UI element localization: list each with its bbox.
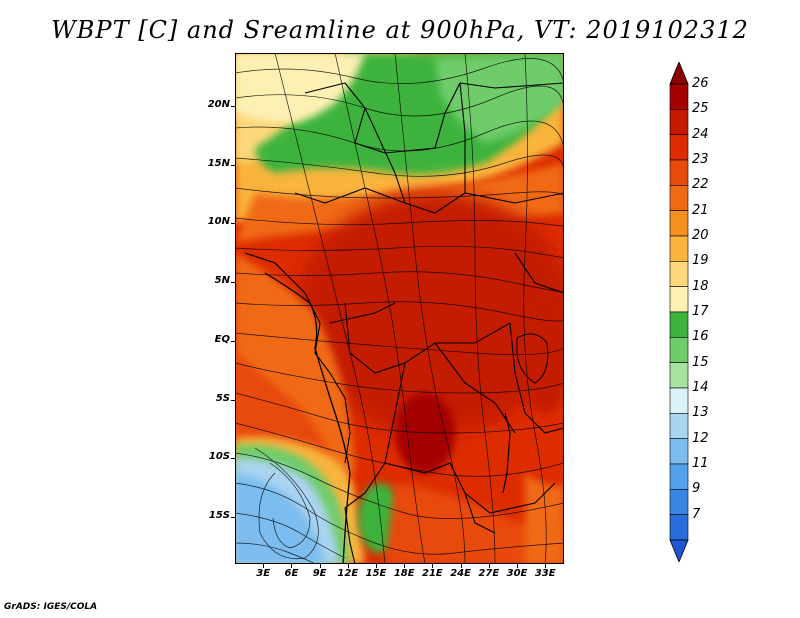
colorbar-top-arrow: [669, 62, 689, 85]
lat-tick: [231, 517, 235, 518]
lat-tick: [231, 223, 235, 225]
colorbar-label: 17: [692, 304, 709, 319]
lat-label: EQ: [214, 333, 230, 345]
colorbar-swatch: [669, 83, 689, 110]
lat-tick: [231, 458, 235, 460]
colorbar-swatch: [669, 387, 689, 414]
lat-label: 10N: [207, 216, 230, 228]
colorbar-swatch: [669, 185, 689, 211]
colorbar-swatch: [669, 235, 689, 262]
lon-label: 15E: [365, 568, 387, 579]
colorbar-swatch: [669, 159, 689, 186]
lon-label: 6E: [284, 568, 299, 579]
colorbar-label: 7: [692, 506, 701, 522]
lon-tick: [291, 564, 293, 568]
lat-tick: [231, 340, 235, 342]
colorbar-label: 25: [692, 101, 709, 117]
lat-label: 5S: [215, 392, 230, 404]
colorbar-label: 19: [692, 253, 709, 269]
lat-tick: [231, 105, 235, 107]
lon-label: 33E: [534, 568, 556, 579]
lake: [516, 333, 549, 384]
colorbar-swatch: [669, 489, 689, 515]
colorbar-swatch: [669, 438, 689, 465]
colorbar-label: 23: [692, 152, 709, 167]
lat-label: 5N: [214, 275, 230, 287]
chart-title: WBPT [C] and Sreamline at 900hPa, VT: 20…: [51, 16, 749, 44]
colorbar-label: 20: [692, 228, 709, 243]
colorbar-label: 18: [692, 278, 709, 294]
colorbar-label: 14: [692, 380, 709, 395]
colorbar-label: 9: [692, 481, 701, 497]
lat-label: 15S: [208, 510, 230, 521]
lat-label: 10S: [208, 451, 230, 463]
lon-tick: [263, 564, 265, 568]
lat-tick: [231, 399, 235, 401]
colorbar-label: 12: [692, 430, 709, 446]
colorbar-label: 26: [692, 76, 709, 91]
lat-label: 15N: [207, 157, 230, 169]
lon-tick: [347, 564, 349, 568]
colorbar-swatch: [669, 109, 689, 135]
lon-label: 12E: [337, 568, 359, 579]
colorbar-label: 21: [692, 202, 709, 218]
lon-tick: [432, 564, 434, 568]
footer-credit: GrADS: IGES/COLA: [4, 602, 98, 612]
colorbar: [669, 62, 689, 562]
lon-tick: [376, 564, 377, 568]
colorbar-swatch: [669, 362, 689, 389]
lon-label: 24E: [450, 568, 471, 579]
map-frame: [235, 53, 564, 564]
colorbar-label: 13: [692, 405, 709, 421]
lat-tick: [231, 164, 235, 166]
colorbar-label: 15: [692, 354, 709, 370]
lon-tick: [488, 564, 490, 568]
colorbar-label: 22: [692, 177, 709, 193]
lon-label: 27E: [478, 568, 500, 579]
wbpt-map: [235, 53, 564, 564]
colorbar-label: 24: [692, 126, 709, 142]
lat-tick: [231, 282, 235, 284]
streamlines: [235, 53, 564, 564]
colorbar-swatch: [669, 463, 689, 490]
colorbar-label: 16: [692, 329, 709, 345]
colorbar-label: 11: [692, 456, 709, 471]
colorbar-swatch: [669, 514, 689, 541]
colorbar-swatch: [669, 337, 689, 363]
lon-tick: [545, 564, 547, 568]
coastline: [264, 272, 351, 564]
colorbar-swatch: [669, 413, 689, 439]
colorbar-swatch: [669, 286, 689, 313]
temperature-field: [235, 53, 564, 564]
lake: [502, 412, 511, 494]
colorbar-swatch: [669, 134, 689, 161]
colorbar-swatch: [669, 311, 689, 338]
lat-label: 20N: [207, 98, 230, 110]
colorbar-swatch: [669, 261, 689, 287]
lon-label: 3E: [256, 568, 271, 579]
colorbar-bottom-arrow: [669, 539, 689, 562]
lon-tick: [517, 564, 518, 568]
country-borders: [244, 82, 564, 564]
lon-label: 18E: [393, 568, 415, 579]
lon-label: 9E: [312, 568, 327, 579]
lon-tick: [404, 564, 406, 568]
lon-tick: [319, 564, 321, 568]
colorbar-swatch: [669, 210, 689, 237]
lon-label: 30E: [506, 568, 528, 579]
lon-label: 21E: [422, 568, 443, 579]
lon-tick: [460, 564, 462, 568]
